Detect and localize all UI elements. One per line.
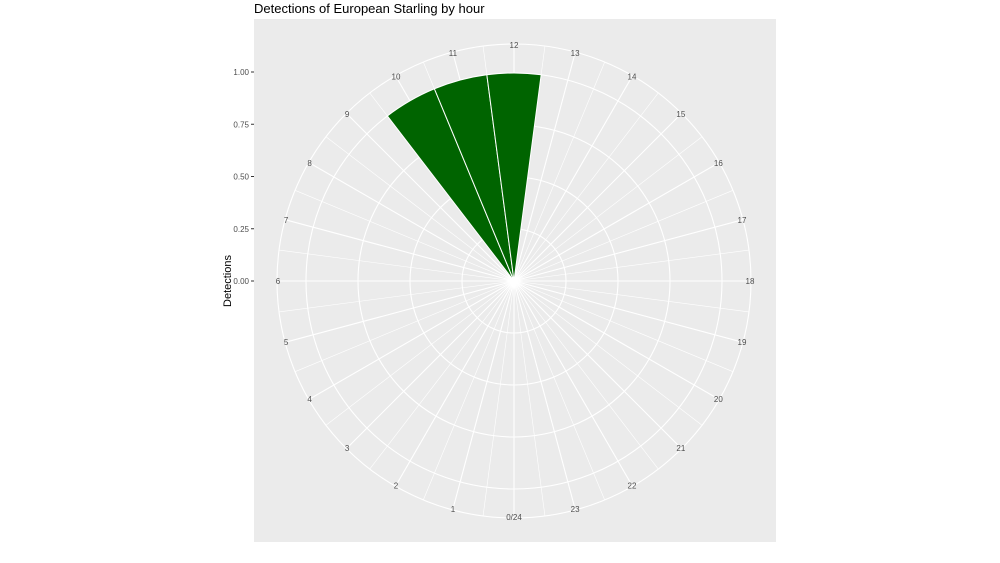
y-tick-label: 0.00 bbox=[233, 277, 249, 286]
grid-spoke-major bbox=[513, 280, 576, 511]
grid-spoke-minor bbox=[513, 280, 605, 501]
hour-label: 9 bbox=[345, 110, 350, 119]
hour-label: 5 bbox=[284, 338, 289, 347]
grid-spoke-major bbox=[513, 113, 682, 282]
grid-spoke-major bbox=[346, 113, 515, 282]
grid-spoke-minor bbox=[369, 280, 515, 470]
y-tick-label: 0.50 bbox=[233, 173, 249, 182]
hour-label: 21 bbox=[676, 444, 685, 453]
grid-spoke-major bbox=[513, 280, 744, 343]
grid-spoke-minor bbox=[513, 280, 703, 426]
hour-label: 12 bbox=[510, 41, 519, 50]
y-tick-label: 0.25 bbox=[233, 225, 249, 234]
y-tick-label: 1.00 bbox=[233, 68, 249, 77]
grid-spoke-minor bbox=[513, 280, 546, 517]
hour-label: 17 bbox=[738, 216, 747, 225]
grid-spoke-major bbox=[284, 219, 515, 282]
grid-spoke-major bbox=[395, 280, 515, 487]
grid-spoke-minor bbox=[513, 280, 659, 470]
hour-label: 13 bbox=[571, 49, 580, 58]
bars bbox=[386, 72, 542, 282]
hour-label: 4 bbox=[307, 395, 312, 404]
hour-label: 20 bbox=[714, 395, 723, 404]
hour-label: 19 bbox=[738, 338, 747, 347]
grid-spoke-minor bbox=[513, 136, 703, 282]
grid-spoke-major bbox=[513, 219, 744, 282]
grid-spoke-minor bbox=[513, 61, 605, 282]
grid-spoke-major bbox=[513, 280, 720, 400]
grid-spoke-minor bbox=[294, 280, 515, 372]
grid-spoke-major bbox=[513, 51, 576, 282]
grid-spoke-minor bbox=[325, 280, 515, 426]
hour-label: 7 bbox=[284, 216, 289, 225]
hour-label: 16 bbox=[714, 159, 723, 168]
hour-label: 6 bbox=[276, 277, 281, 286]
hour-label: 15 bbox=[676, 110, 685, 119]
grid-spoke-minor bbox=[278, 280, 515, 313]
hour-label: 0/24 bbox=[506, 513, 522, 522]
grid-spoke-minor bbox=[278, 249, 515, 282]
hour-label: 18 bbox=[746, 277, 755, 286]
grid-spoke-minor bbox=[482, 280, 515, 517]
grid-spoke-minor bbox=[325, 136, 515, 282]
hour-label: 23 bbox=[571, 505, 580, 514]
y-axis-label: Detections bbox=[222, 255, 234, 307]
grid-spoke-major bbox=[513, 280, 633, 487]
bar-hour-12 bbox=[486, 72, 542, 282]
hour-label: 10 bbox=[392, 73, 401, 82]
grid-spoke-major bbox=[513, 162, 720, 282]
hour-label: 2 bbox=[394, 481, 399, 490]
grid-spoke-minor bbox=[513, 92, 659, 282]
grid-spoke-major bbox=[452, 280, 515, 511]
hour-label: 8 bbox=[307, 159, 312, 168]
grid-spoke-minor bbox=[294, 190, 515, 282]
chart-title: Detections of European Starling by hour bbox=[254, 1, 485, 16]
grid-spoke-minor bbox=[513, 190, 734, 282]
grid-spoke-major bbox=[308, 162, 515, 282]
grid-spoke-minor bbox=[513, 280, 734, 372]
hour-label: 22 bbox=[628, 481, 637, 490]
grid-spoke-major bbox=[284, 280, 515, 343]
grid-spoke-minor bbox=[423, 280, 515, 501]
hour-label: 11 bbox=[449, 49, 458, 58]
hour-label: 14 bbox=[628, 73, 637, 82]
grid-spoke-minor bbox=[513, 249, 750, 282]
grid-spoke-major bbox=[513, 75, 633, 282]
grid-spoke-minor bbox=[513, 280, 750, 313]
y-axis: 0.00 0.25 0.50 0.75 1.00 bbox=[233, 68, 254, 286]
hour-label: 3 bbox=[345, 444, 350, 453]
hour-label: 1 bbox=[451, 505, 456, 514]
grid-spoke-major bbox=[513, 280, 682, 449]
grid-spoke-major bbox=[308, 280, 515, 400]
y-tick-label: 0.75 bbox=[233, 120, 249, 129]
hour-labels: 0/24123456789101112131415161718192021222… bbox=[276, 41, 755, 522]
grid-spoke-major bbox=[346, 280, 515, 449]
